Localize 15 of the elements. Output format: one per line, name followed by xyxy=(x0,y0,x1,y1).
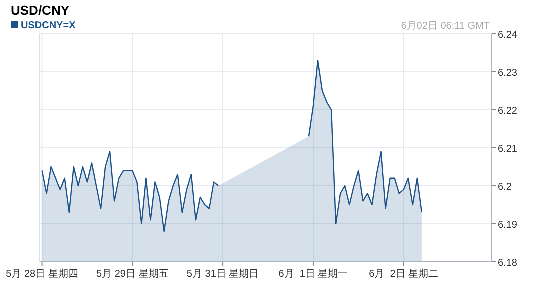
x-tick-label: 6月 2日 星期二 xyxy=(369,268,439,280)
y-tick-label: 6.23 xyxy=(498,68,518,79)
y-tick-label: 6.22 xyxy=(498,106,518,117)
y-tick-label: 6.21 xyxy=(498,144,518,155)
legend-label: USDCNY=X xyxy=(21,20,76,32)
x-tick-label: 5月 28日 星期四 xyxy=(6,268,78,280)
chart-title: USD/CNY xyxy=(11,3,70,18)
y-tick-label: 6.19 xyxy=(498,220,518,231)
x-tick-label: 6月 1日 星期一 xyxy=(278,268,348,280)
x-tick-label: 5月 29日 星期五 xyxy=(96,268,169,280)
y-tick-label: 6.18 xyxy=(498,258,518,269)
y-tick-label: 6.2 xyxy=(498,182,512,193)
x-tick-label: 5月 31日 星期日 xyxy=(186,268,260,280)
y-tick-label: 6.24 xyxy=(498,30,518,41)
text: 6月02日 06:11 GMT xyxy=(401,21,490,32)
